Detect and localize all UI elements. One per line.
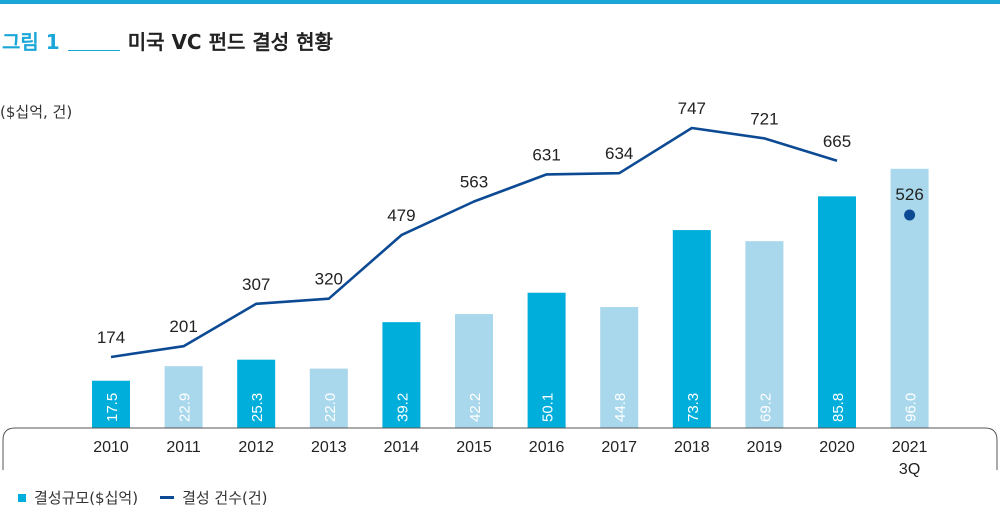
line-value-label: 479 (387, 206, 415, 225)
x-tick-label: 2019 (747, 439, 783, 456)
line-value-label: 201 (169, 317, 197, 336)
line-value-label: 526 (895, 185, 923, 204)
line-value-label: 747 (678, 99, 706, 118)
legend-bar-label: 결성규모($십억) (34, 489, 139, 507)
bar (600, 307, 639, 428)
bar (92, 380, 130, 428)
x-tick-label: 2011 (166, 439, 201, 456)
bar-value-label: 85.8 (830, 393, 847, 422)
bar (890, 168, 929, 429)
x-axis: 2010 2011 2012 2013 2014 2015 2016 2017 2018 2019… (2, 427, 998, 478)
x-tick-label: 2016 (529, 439, 565, 456)
bar (237, 359, 276, 428)
x-tick-label: 2014 (384, 439, 420, 456)
bar-value-label: 42.2 (467, 393, 484, 422)
top-accent-line (0, 0, 1000, 4)
line-value-label: 721 (750, 109, 778, 128)
figure-title: 미국 VC 펀드 결성 현황 (127, 30, 333, 54)
x-tick-label: 2013 (311, 439, 347, 456)
legend: 결성규모($십억) 결성 건수(건) (18, 487, 268, 508)
bar (527, 292, 566, 428)
line-value-label: 563 (460, 173, 488, 192)
bar (455, 314, 493, 428)
line-value-label: 634 (605, 144, 633, 163)
legend-line-label: 결성 건수(건) (182, 489, 268, 507)
legend-line-swatch (160, 496, 175, 499)
bar-value-label: 69.2 (757, 393, 774, 422)
bar-value-label: 44.8 (612, 393, 629, 422)
bar-series: 17.5 22.9 25.3 22.0 39.2 42.2 50.1 44.8 73.3 69.2… (92, 168, 929, 429)
bar (382, 322, 421, 428)
figure-title-rule (67, 50, 120, 51)
bar-value-label: 25.3 (249, 393, 266, 422)
bar-value-label: 22.9 (177, 393, 194, 422)
bar-value-label: 96.0 (903, 393, 920, 422)
line-value-label: 307 (242, 275, 270, 294)
line-series: 174 201 307 320 479 563 631 634 747 721 665 526 (97, 99, 924, 359)
bar (745, 241, 784, 428)
bar (818, 196, 856, 428)
bar-value-label: 39.2 (394, 393, 411, 422)
unit-label: ($십억, 건) (0, 103, 73, 121)
line-value-label: 320 (315, 270, 343, 289)
x-tick-label: 2012 (238, 439, 274, 456)
legend-bar-swatch (18, 493, 26, 502)
bar-value-label: 22.0 (322, 393, 339, 422)
x-axis-line (2, 427, 998, 470)
bar-value-label: 17.5 (104, 393, 121, 422)
line-value-label: 665 (823, 132, 851, 151)
bar (164, 366, 203, 428)
line-value-label: 174 (97, 328, 125, 347)
bar (309, 368, 348, 428)
figure-label: 그림 1 (2, 30, 60, 54)
line-path (110, 126, 838, 359)
x-tick-label: 2010 (93, 439, 129, 456)
bar (672, 230, 711, 428)
x-tick-label: 2015 (456, 439, 492, 456)
line-marker (904, 209, 916, 221)
line-value-label: 631 (532, 145, 560, 164)
x-tick-label: 2017 (601, 439, 637, 456)
bar-value-label: 73.3 (685, 393, 702, 422)
x-tick-label: 2020 (819, 439, 855, 456)
x-tick-label: 2018 (674, 439, 710, 456)
x-tick-label: 2021 3Q (892, 439, 928, 478)
figure-title-row: 그림 1 미국 VC 펀드 결성 현황 (2, 23, 333, 55)
bar-value-label: 50.1 (540, 393, 557, 422)
